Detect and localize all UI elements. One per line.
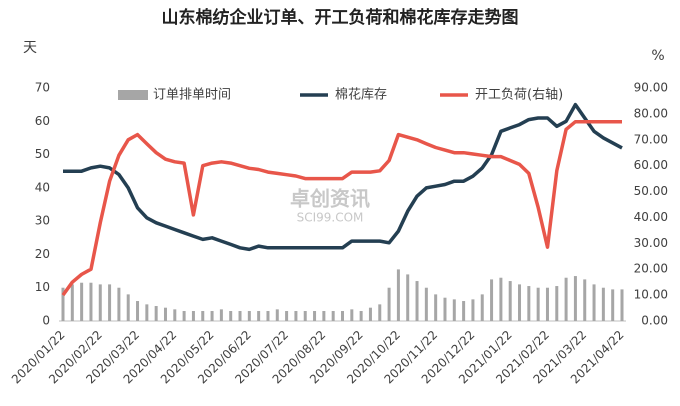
y2-tick-label: 40.00 [634,210,668,224]
bar [471,299,475,321]
bar [611,289,615,321]
bar [285,311,289,321]
bar [238,311,242,321]
bar [126,294,130,321]
bar [313,311,317,321]
legend-swatch [118,90,148,100]
bar [136,301,140,321]
bar [294,311,298,321]
legend-label: 订单排单时间 [153,88,231,103]
bar [536,287,540,321]
bar [266,311,270,321]
bar [173,309,177,321]
y2-tick-label: 60.00 [634,158,668,172]
line [61,119,622,297]
bar [182,311,186,321]
bar [89,282,93,321]
bar [499,277,503,321]
bar [545,287,549,321]
bar [452,299,456,321]
y2-tick-label: 10.00 [634,288,668,302]
bar [229,311,233,321]
y-tick-label: 20 [35,247,50,261]
bar [117,287,121,321]
bar [583,279,587,321]
bar [620,289,624,321]
bar [378,304,382,321]
bar [257,311,261,321]
bar [592,284,596,321]
bar [80,282,84,321]
bar [70,284,74,321]
legend-label: 棉花库存 [335,87,387,103]
watermark: SCI99.COM [297,211,364,225]
bar [219,309,223,321]
bar [341,311,344,321]
bar [462,301,466,321]
y2-tick-label: 80.00 [634,106,668,120]
bar [201,311,205,321]
y-tick-label: 60 [35,114,50,128]
y-tick-label: 40 [35,180,50,194]
bar [424,287,428,321]
bar [490,279,494,321]
y2-tick-label: 30.00 [634,236,668,250]
legend-label: 开工负荷(右轴) [475,88,563,103]
bar [527,286,531,321]
y2-tick-label: 50.00 [634,184,668,198]
bar [350,309,354,321]
chart-title: 山东棉纺企业订单、开工负荷和棉花库存走势图 [162,7,519,28]
bar [406,274,410,321]
bar [564,277,568,321]
bar [573,276,577,321]
bar [480,294,484,321]
bar [210,311,214,321]
y-tick-label: 10 [35,280,50,294]
y2-tick-label: 0.00 [641,314,668,328]
bar [508,281,512,321]
bar [322,311,326,321]
y-tick-label: 50 [35,147,50,161]
y2-tick-label: 90.00 [634,81,668,95]
bar [331,311,335,321]
bar [154,306,158,321]
bar [555,286,559,321]
y2-tick-label: 70.00 [634,132,668,146]
bar [98,284,102,321]
bar [443,297,447,321]
bar [601,287,605,321]
bar [303,311,307,321]
bar [61,287,65,321]
bar [275,309,279,321]
bar [387,287,391,321]
bar [163,307,167,321]
bar [415,281,419,321]
y-tick-label: 30 [35,214,50,228]
bar [359,311,363,321]
bar [434,294,438,321]
line [63,102,623,252]
bar [518,284,522,321]
watermark: 卓创资讯 [290,187,370,211]
y2-axis-title: % [651,48,664,64]
y-tick-label: 0 [42,314,50,328]
bar [191,311,195,321]
y2-tick-label: 20.00 [634,262,668,276]
bar [108,284,112,321]
y-axis-title: 天 [23,40,37,56]
bar [396,269,400,321]
bar [368,307,372,321]
y-tick-label: 70 [35,81,50,95]
bar [247,311,251,321]
bar [145,304,149,321]
